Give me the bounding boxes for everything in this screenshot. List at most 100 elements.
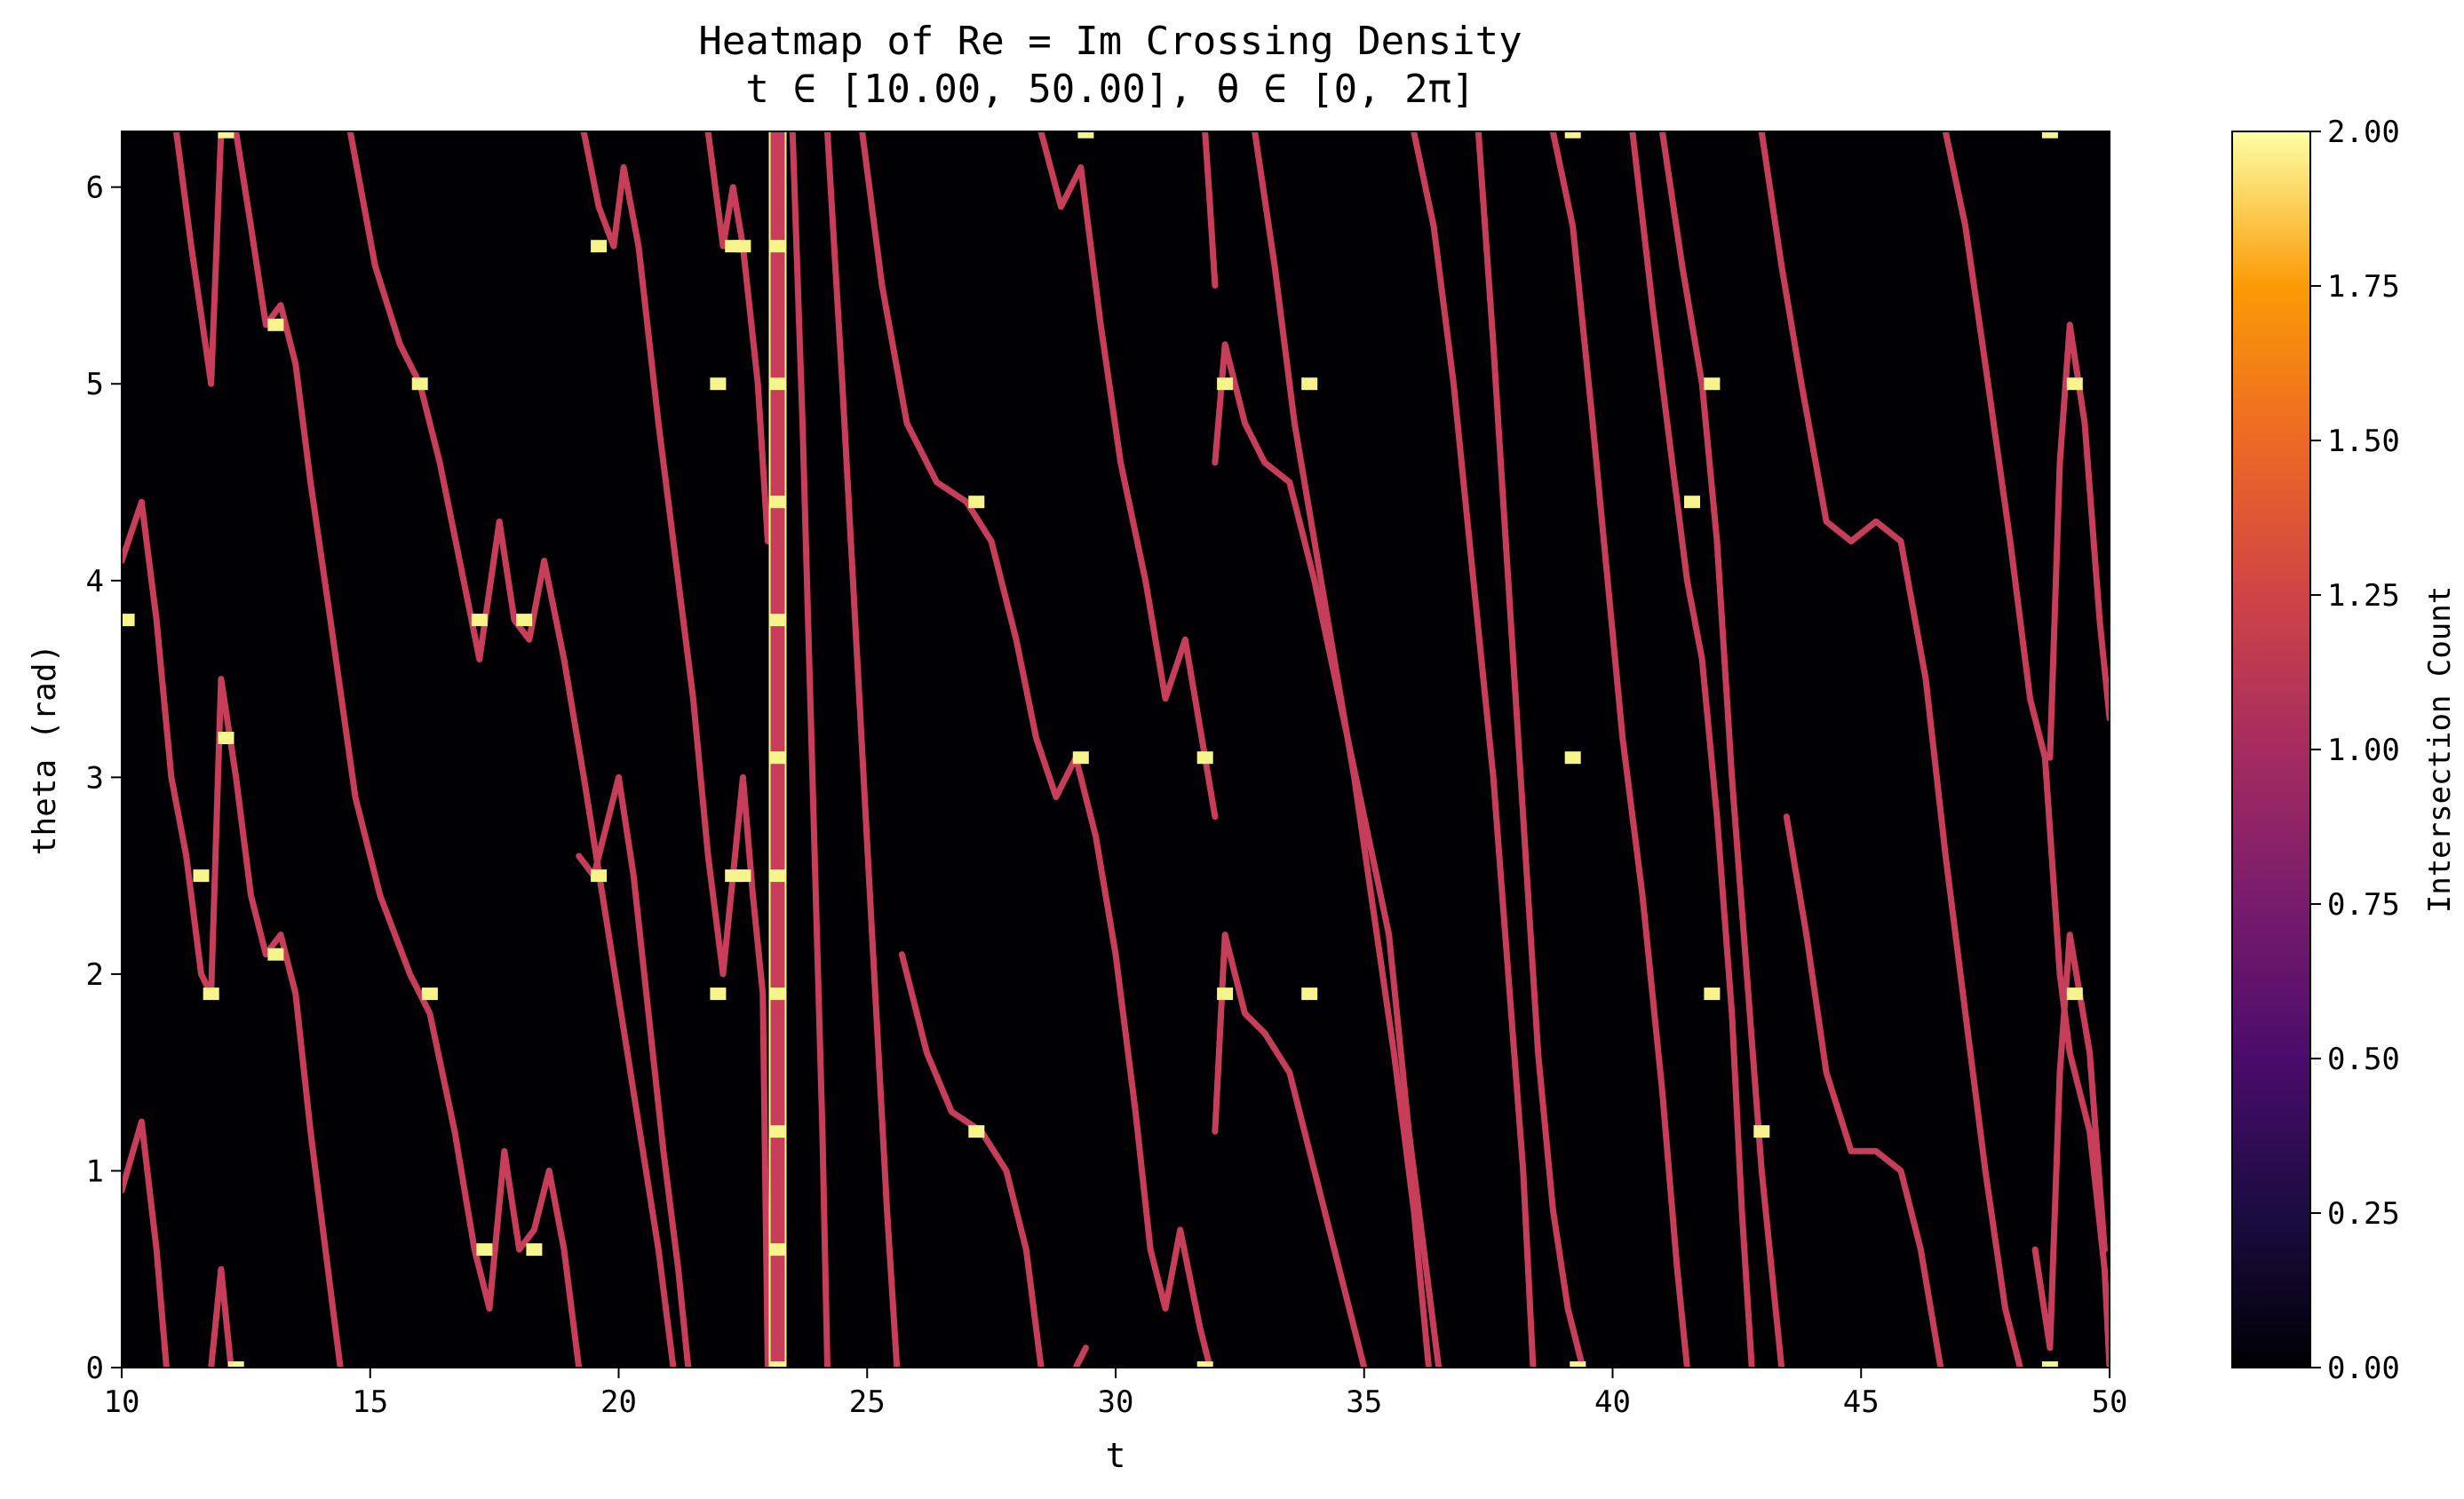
x-tick-label-0: 10 [104,1384,140,1420]
bright-cell-9 [421,987,438,1001]
crossing-curve-12 [859,131,1213,1368]
colorbar-label: Intersection Count [2422,586,2458,913]
bright-cell-27 [769,869,786,883]
colorbar-tick-label-1: 0.25 [2327,1196,2400,1232]
bright-cell-44 [1570,1361,1586,1368]
bright-cell-15 [591,869,608,883]
heatmap-curves [122,131,2110,1368]
bright-cell-32 [968,496,985,509]
bright-cell-8 [411,377,428,391]
crossing-curve-14 [1037,131,1219,821]
y-axis-ticks: 0 1 2 3 4 5 6 [86,171,122,1386]
bright-cell-41 [1301,987,1318,1001]
y-tick-label-4: 4 [86,564,104,599]
crossing-curve-7 [576,773,692,1368]
colorbar-ticks: 0.00 0.25 0.50 0.75 1.00 1.25 1.50 1.75 2.00 [2310,115,2400,1386]
bright-cell-42 [1564,131,1581,139]
crossing-curve-21 [1474,131,1586,1368]
bright-cell-11 [516,614,533,627]
bright-cell-23 [769,377,786,391]
bright-cell-7 [267,948,284,961]
bright-cell-37 [1196,1361,1213,1368]
bright-cell-46 [1704,987,1721,1001]
bright-cell-31 [769,1361,786,1368]
crossing-curve-10 [789,131,831,1368]
crossing-curve-26 [1783,813,1944,1368]
bright-cell-14 [591,240,608,253]
bright-cell-1 [193,869,210,883]
bright-cell-21 [735,869,751,883]
crossing-curve-25 [1758,131,2023,1368]
crossing-curve-15 [1072,1344,1089,1368]
x-tick-label-2: 20 [600,1384,637,1420]
x-tick-label-3: 25 [849,1384,886,1420]
bright-cell-3 [218,732,234,744]
bright-cell-26 [769,751,786,765]
bright-cell-38 [1217,377,1234,391]
crossing-curve-5 [346,131,677,1368]
colorbar-tick-label-5: 1.25 [2327,578,2400,614]
bright-cell-16 [710,377,727,391]
bright-cell-47 [1753,1125,1770,1138]
bright-cell-49 [2041,1361,2058,1368]
crossing-curve-8 [704,131,771,544]
x-tick-label-6: 40 [1594,1384,1631,1420]
bright-cell-13 [526,1243,543,1257]
crossing-curve-11 [824,131,901,1368]
bright-cell-51 [2066,987,2083,1001]
bright-cell-43 [1564,751,1581,765]
colorbar-tick-label-8: 2.00 [2327,115,2400,150]
colorbar-tick-label-4: 1.00 [2327,733,2400,768]
y-tick-label-3: 3 [86,760,104,796]
bright-cell-28 [769,987,786,1001]
bright-cell-39 [1217,987,1234,1001]
crossing-curve-22 [1549,131,1690,1368]
crossing-curve-4 [208,1265,234,1368]
crossing-curve-2 [173,131,225,387]
bright-cell-29 [769,1125,786,1138]
bright-cell-25 [769,614,786,627]
bright-cell-33 [968,1125,985,1138]
y-tick-label-0: 0 [86,1351,104,1386]
crossing-curve-16 [1202,131,1219,289]
y-tick-label-1: 1 [86,1154,104,1189]
bright-cell-22 [769,240,786,253]
bright-cell-35 [1072,751,1089,765]
bright-cell-10 [471,614,488,627]
crossing-curve-29 [2031,932,2108,1352]
heatmap-background [122,131,2110,1368]
bright-cell-6 [267,318,284,331]
crossing-curve-17 [1212,341,1443,1368]
x-tick-label-5: 35 [1346,1384,1382,1420]
x-tick-label-1: 15 [352,1384,388,1420]
crossing-curve-0 [122,1118,170,1368]
bright-cell-50 [2066,377,2083,391]
x-tick-label-8: 50 [2092,1384,2128,1420]
y-axis-label: theta (rad) [27,644,63,855]
colorbar-tick-label-2: 0.50 [2327,1042,2400,1077]
colorbar-tick-label-7: 1.75 [2327,269,2400,305]
colorbar [2231,131,2311,1368]
bright-cell-17 [710,987,727,1001]
colorbar-tick-label-6: 1.50 [2327,424,2400,459]
crossing-curve-19 [1252,131,1432,1368]
y-tick-label-2: 2 [86,957,104,993]
bright-cell-52 [1684,496,1700,509]
x-tick-label-7: 45 [1843,1384,1880,1420]
x-tick-label-4: 30 [1098,1384,1134,1420]
bright-cell-2 [203,987,219,1001]
bright-cell-34 [1077,131,1094,139]
y-tick-label-6: 6 [86,171,104,206]
bright-cell-5 [227,1361,244,1368]
y-tick-label-5: 5 [86,367,104,402]
crossing-curve-28 [2047,321,2110,761]
crossing-curve-18 [1212,932,1368,1368]
colorbar-tick-label-0: 0.00 [2327,1351,2400,1386]
crossing-curve-3 [233,131,583,1368]
crossing-curve-27 [1942,131,2110,1368]
bright-cell-12 [476,1243,493,1257]
crossing-curve-24 [1659,131,1785,1368]
bright-cell-24 [769,496,786,509]
bright-cell-36 [1196,751,1213,765]
